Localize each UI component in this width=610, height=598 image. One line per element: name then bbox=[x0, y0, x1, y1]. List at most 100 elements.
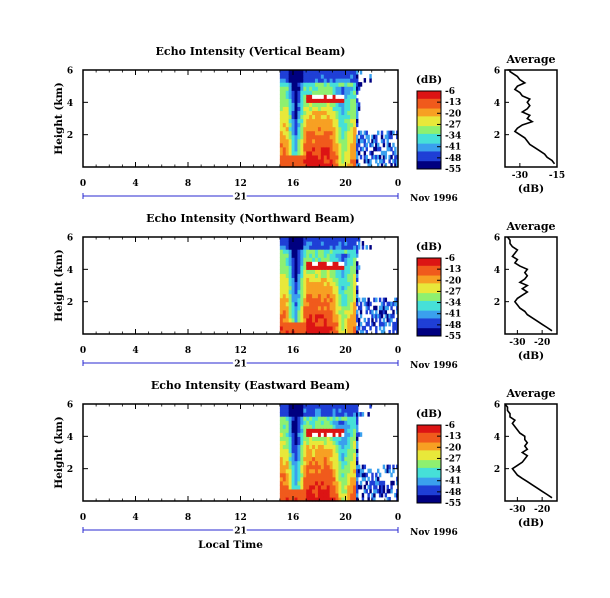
heatmap-cell bbox=[288, 444, 293, 450]
heatmap-cell bbox=[300, 285, 304, 291]
colorbar-segment bbox=[417, 157, 441, 160]
heatmap-cell bbox=[279, 285, 284, 291]
y-tick-label: 4 bbox=[67, 266, 73, 276]
heatmap-cell bbox=[306, 492, 310, 498]
heatmap-cell bbox=[317, 297, 322, 303]
heatmap-cell bbox=[357, 106, 361, 111]
heatmap-cell bbox=[361, 146, 365, 152]
heatmap-cell bbox=[303, 436, 307, 441]
heatmap-cell bbox=[309, 82, 313, 87]
heatmap-cell bbox=[300, 90, 304, 95]
heatmap-cell bbox=[320, 265, 325, 270]
heatmap-cell bbox=[297, 90, 301, 95]
heatmap-cell bbox=[294, 305, 299, 311]
heatmap-cell bbox=[341, 150, 345, 156]
heatmap-cell bbox=[312, 432, 316, 437]
heatmap-cell bbox=[306, 162, 310, 168]
heatmap-cell bbox=[373, 488, 376, 494]
heatmap-cell bbox=[378, 321, 382, 327]
heatmap-cell bbox=[357, 245, 361, 250]
heatmap-cell bbox=[326, 245, 331, 250]
heatmap-cell bbox=[285, 126, 290, 132]
heatmap-cell bbox=[294, 269, 299, 274]
heatmap-cell bbox=[382, 309, 386, 315]
date-suffix: Nov 1996 bbox=[410, 528, 458, 538]
heatmap-cell bbox=[300, 237, 304, 242]
heatmap-cell bbox=[312, 460, 316, 466]
heatmap-cell bbox=[282, 412, 287, 417]
heatmap-cell bbox=[326, 142, 331, 148]
heatmap-cell bbox=[329, 150, 334, 156]
heatmap-cell bbox=[369, 162, 372, 168]
heatmap-cell bbox=[347, 74, 351, 79]
heatmap-cell bbox=[317, 106, 322, 112]
heatmap-cell bbox=[363, 484, 367, 490]
heatmap-cell bbox=[303, 130, 307, 136]
heatmap-cell bbox=[361, 472, 365, 478]
heatmap-cell bbox=[335, 448, 340, 454]
colorbar-segment bbox=[417, 430, 441, 434]
heatmap-cell bbox=[303, 241, 307, 246]
heatmap-cell bbox=[309, 309, 313, 315]
heatmap-cell bbox=[297, 126, 301, 132]
heatmap-cell bbox=[315, 134, 319, 140]
heatmap-cell bbox=[390, 488, 393, 494]
heatmap-cell bbox=[300, 313, 304, 319]
heatmap-cell bbox=[344, 245, 348, 250]
heatmap-cell bbox=[285, 245, 290, 250]
heatmap-cell bbox=[357, 297, 361, 303]
heatmap-cell bbox=[323, 146, 328, 152]
heatmap-cell bbox=[312, 241, 316, 246]
heatmap-cell bbox=[303, 297, 307, 303]
heatmap-cell bbox=[344, 265, 348, 270]
heatmap-cell bbox=[388, 468, 391, 474]
heatmap-cell bbox=[350, 484, 354, 490]
heatmap-cell bbox=[303, 484, 307, 490]
heatmap-cell bbox=[332, 480, 337, 486]
colorbar-segment bbox=[417, 293, 441, 296]
heatmap-cell bbox=[326, 158, 331, 164]
heatmap-cell bbox=[291, 416, 296, 421]
heatmap-cell bbox=[341, 436, 345, 441]
heatmap-cell bbox=[303, 412, 307, 417]
heatmap-cell bbox=[279, 138, 284, 144]
heatmap-cell bbox=[357, 86, 361, 91]
heatmap-cell bbox=[329, 321, 334, 327]
heatmap-cell bbox=[329, 309, 334, 315]
heatmap-cell bbox=[347, 456, 351, 462]
heatmap-cell bbox=[375, 305, 378, 311]
heatmap-cell bbox=[344, 428, 348, 433]
heatmap-cell bbox=[294, 420, 299, 425]
heatmap-cell bbox=[297, 293, 301, 299]
heatmap-cell bbox=[317, 245, 322, 250]
heatmap-cell bbox=[386, 464, 389, 470]
heatmap-cell bbox=[384, 313, 388, 319]
colorbar-segment bbox=[417, 118, 441, 121]
heatmap-cell bbox=[279, 134, 284, 140]
heatmap-cell bbox=[282, 70, 287, 75]
colorbar-segment bbox=[417, 139, 441, 143]
colorbar-segment bbox=[417, 149, 441, 152]
heatmap-cell bbox=[326, 472, 331, 478]
heatmap-cell bbox=[288, 110, 293, 116]
heatmap-cell bbox=[303, 317, 307, 323]
heatmap-cell bbox=[332, 265, 337, 270]
heatmap-cell bbox=[317, 257, 322, 262]
heatmap-cell bbox=[279, 94, 284, 99]
heatmap-cell bbox=[380, 309, 384, 315]
heatmap-cell bbox=[329, 317, 334, 323]
heatmap-cell bbox=[344, 424, 348, 429]
heatmap-cell bbox=[356, 452, 359, 458]
heatmap-cell bbox=[312, 74, 316, 79]
heatmap-cell bbox=[344, 448, 348, 454]
heatmap-cell bbox=[300, 317, 304, 323]
heatmap-cell bbox=[329, 273, 334, 279]
heatmap-cell bbox=[317, 253, 322, 258]
heatmap-cell bbox=[367, 138, 370, 144]
heatmap-cell bbox=[323, 249, 328, 254]
heatmap-cell bbox=[294, 452, 299, 458]
heatmap-cell bbox=[356, 237, 359, 242]
average-y-tick-label: 2 bbox=[494, 465, 500, 475]
heatmap-cell bbox=[279, 106, 284, 112]
heatmap-cell bbox=[309, 102, 313, 107]
